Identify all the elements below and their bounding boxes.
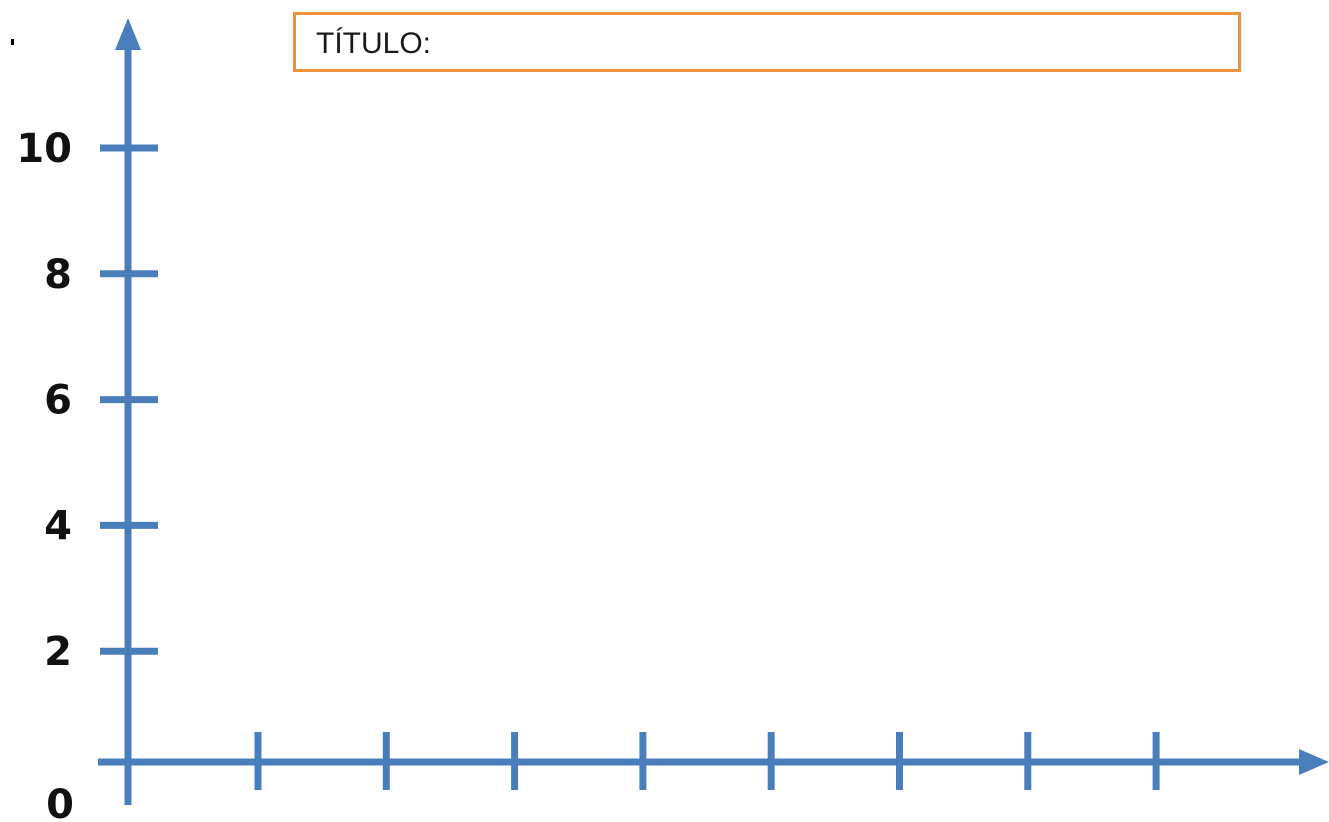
- y-tick-label-0: 0: [46, 782, 74, 822]
- y-tick-label-8: 8: [44, 252, 72, 298]
- y-tick-label-10: 10: [16, 126, 72, 172]
- y-tick-label-6: 6: [44, 378, 72, 424]
- y-ticks-group: [100, 144, 158, 655]
- axes-group: [98, 18, 1329, 805]
- x-axis-arrowhead: [1299, 749, 1329, 775]
- y-tick-label-2: 2: [44, 629, 72, 675]
- y-axis-arrowhead: [115, 18, 141, 50]
- chart-title-box[interactable]: TÍTULO:: [293, 12, 1241, 72]
- chart-title: TÍTULO:: [316, 27, 432, 60]
- y-tick-label-4: 4: [44, 503, 72, 549]
- y-tick-labels-group: 0 2 4 6 8 10: [16, 126, 74, 822]
- x-ticks-group: [254, 732, 1160, 790]
- stray-mark: [11, 39, 14, 45]
